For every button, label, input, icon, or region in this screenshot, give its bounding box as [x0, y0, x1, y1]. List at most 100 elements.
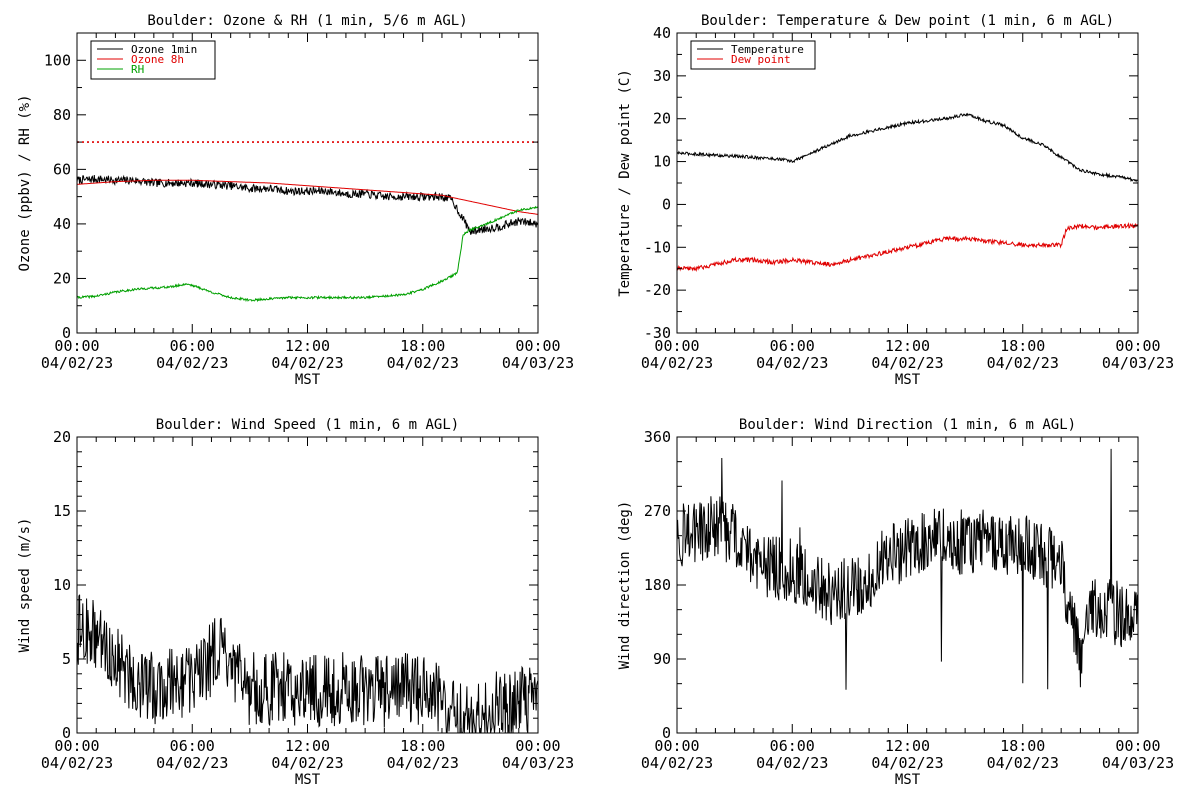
x-tick-date: 04/02/23: [641, 754, 713, 772]
y-tick-label: 80: [53, 106, 71, 124]
x-tick-date: 04/02/23: [271, 354, 343, 372]
x-tick-date: 04/02/23: [987, 754, 1059, 772]
legend-label: Temperature: [731, 43, 804, 56]
y-tick-label: 10: [53, 576, 71, 594]
y-tick-label: 40: [53, 215, 71, 233]
chart-panel: Boulder: Wind Speed (1 min, 6 m AGL) 0 5 10…: [17, 417, 574, 788]
x-tick-date: 04/02/23: [871, 754, 943, 772]
y-tick-label: 5: [62, 650, 71, 668]
y-axis-label: Wind direction (deg): [617, 501, 633, 670]
x-axis-label: MST: [295, 372, 321, 388]
y-tick-label: 100: [44, 51, 71, 69]
plot-area: [677, 112, 1138, 272]
axis-ticks: [676, 32, 1139, 334]
y-tick-label: 60: [53, 160, 71, 178]
y-axis-label: Ozone (ppbv) / RH (%): [17, 94, 33, 271]
x-tick-time: 12:00: [285, 737, 330, 755]
x-axis-label: MST: [895, 372, 921, 388]
y-tick-label: 15: [53, 502, 71, 520]
x-tick-date: 04/02/23: [156, 754, 228, 772]
x-tick-date: 04/03/23: [1102, 354, 1174, 372]
axis-ticks: [76, 436, 539, 734]
legend-label: Dew point: [731, 53, 791, 66]
x-tick-date: 04/02/23: [387, 754, 459, 772]
y-tick-label: 20: [653, 110, 671, 128]
x-tick-date: 04/02/23: [871, 354, 943, 372]
x-tick-date: 04/03/23: [502, 354, 574, 372]
x-tick-time: 12:00: [285, 337, 330, 355]
x-tick-date: 04/02/23: [987, 354, 1059, 372]
x-axis-label: MST: [295, 772, 321, 788]
y-tick-label: 90: [653, 650, 671, 668]
y-tick-label: 270: [644, 502, 671, 520]
y-tick-label: -10: [644, 238, 671, 256]
data-series-line: [677, 112, 1138, 183]
y-tick-label: 30: [653, 67, 671, 85]
x-tick-date: 04/02/23: [271, 754, 343, 772]
x-tick-time: 00:00: [54, 737, 99, 755]
x-tick-time: 00:00: [654, 737, 699, 755]
x-tick-date: 04/02/23: [156, 354, 228, 372]
y-axis-label: Wind speed (m/s): [17, 518, 33, 653]
y-tick-label: 20: [53, 269, 71, 287]
chart-title: Boulder: Temperature & Dew point (1 min,…: [701, 13, 1114, 29]
x-tick-time: 00:00: [54, 337, 99, 355]
data-series-line: [677, 221, 1138, 272]
x-tick-time: 18:00: [400, 737, 445, 755]
y-tick-label: 0: [62, 324, 71, 342]
y-tick-label: 0: [662, 724, 671, 742]
x-tick-date: 04/02/23: [41, 354, 113, 372]
x-tick-time: 00:00: [515, 337, 560, 355]
x-tick-time: 18:00: [400, 337, 445, 355]
axis-ticks: [76, 32, 539, 334]
x-tick-date: 04/02/23: [641, 354, 713, 372]
x-tick-date: 04/02/23: [756, 754, 828, 772]
x-tick-time: 00:00: [1115, 737, 1160, 755]
data-series-line: [77, 205, 538, 303]
x-tick-time: 00:00: [515, 737, 560, 755]
x-tick-date: 04/03/23: [502, 754, 574, 772]
data-series-line: [77, 179, 538, 215]
axis-ticks: [676, 436, 1139, 734]
y-tick-label: 10: [653, 153, 671, 171]
legend-box: [690, 40, 816, 70]
x-tick-date: 04/03/23: [1102, 754, 1174, 772]
x-tick-date: 04/02/23: [756, 354, 828, 372]
x-axis-label: MST: [895, 772, 921, 788]
legend-label: RH: [131, 63, 144, 76]
x-tick-time: 00:00: [654, 337, 699, 355]
legend-label: Ozone 8h: [131, 53, 184, 66]
chart-title: Boulder: Wind Speed (1 min, 6 m AGL): [156, 417, 459, 433]
y-tick-label: 0: [62, 724, 71, 742]
y-tick-label: 20: [53, 428, 71, 446]
x-tick-date: 04/02/23: [387, 354, 459, 372]
plot-area: [677, 448, 1138, 690]
chart-panel: Boulder: Wind Direction (1 min, 6 m AGL)…: [617, 417, 1174, 788]
x-tick-time: 18:00: [1000, 337, 1045, 355]
y-tick-label: -30: [644, 324, 671, 342]
data-series-line: [77, 174, 538, 235]
plot-area: [77, 594, 538, 733]
x-tick-time: 12:00: [885, 337, 930, 355]
x-tick-time: 06:00: [170, 337, 215, 355]
data-series-line: [77, 594, 538, 733]
y-tick-label: 40: [653, 24, 671, 42]
chart-title: Boulder: Wind Direction (1 min, 6 m AGL): [739, 417, 1076, 433]
x-tick-time: 12:00: [885, 737, 930, 755]
legend-label: Ozone 1min: [131, 43, 197, 56]
y-tick-label: -20: [644, 281, 671, 299]
legend-box: [90, 40, 216, 80]
chart-panel: Boulder: Temperature & Dew point (1 min,…: [617, 13, 1174, 388]
y-axis-label: Temperature / Dew point (C): [617, 69, 633, 297]
y-tick-label: 180: [644, 576, 671, 594]
y-tick-label: 0: [662, 195, 671, 213]
x-tick-time: 06:00: [770, 337, 815, 355]
x-tick-time: 18:00: [1000, 737, 1045, 755]
x-tick-time: 00:00: [1115, 337, 1160, 355]
data-series-line: [677, 448, 1138, 690]
x-tick-time: 06:00: [770, 737, 815, 755]
y-tick-label: 360: [644, 428, 671, 446]
